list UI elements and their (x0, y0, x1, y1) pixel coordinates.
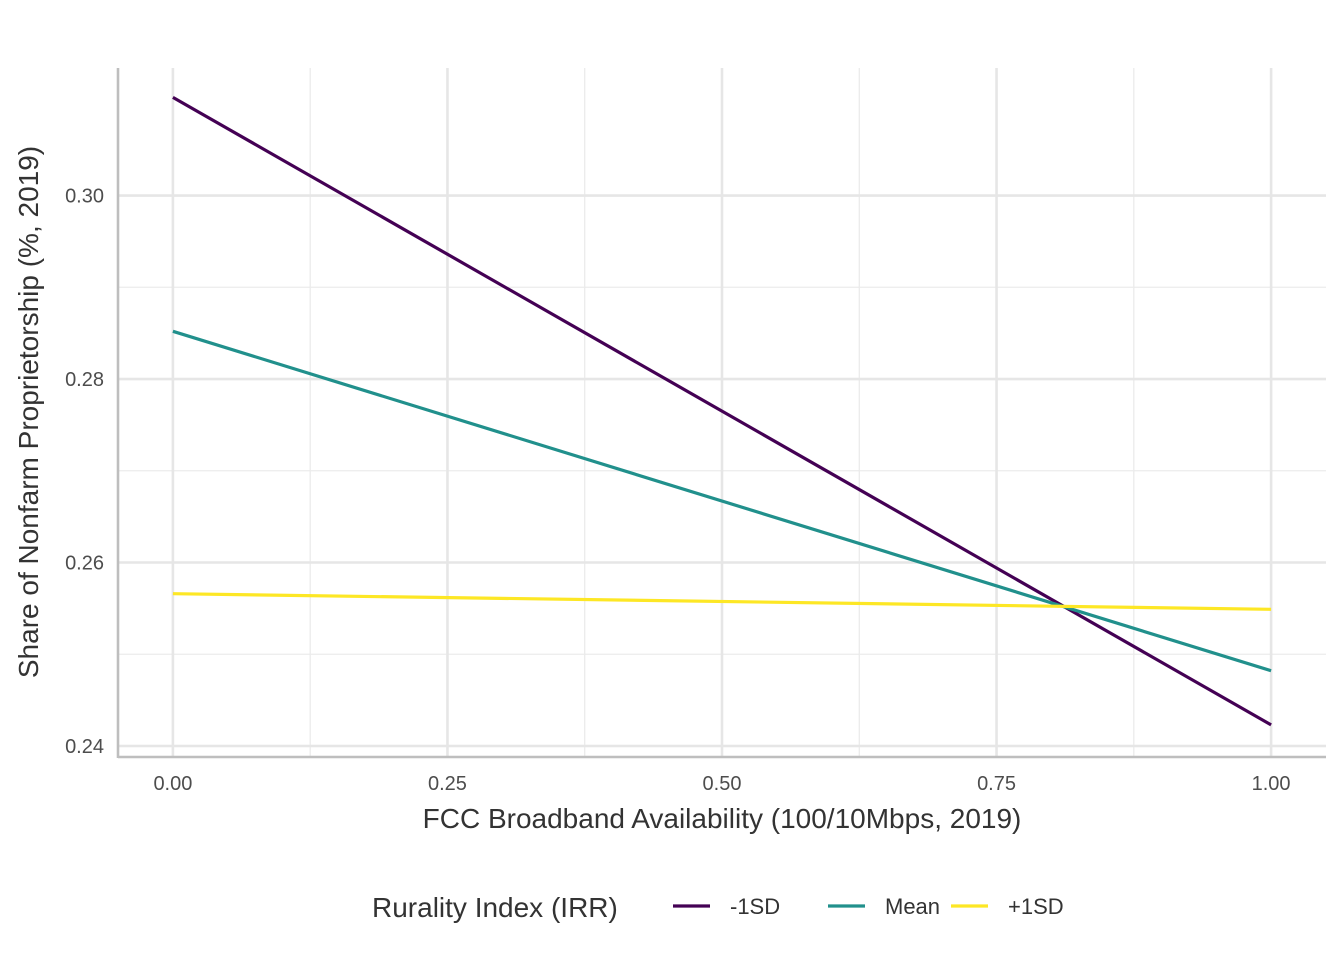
tick-labels: 0.00 0.25 0.50 0.75 1.00 0.24 0.26 0.28 0.30 (65, 186, 1290, 795)
legend-label: Mean (885, 894, 940, 919)
legend-title: Rurality Index (IRR) (372, 892, 618, 923)
series-line-1sd (172, 95, 1272, 727)
y-tick-label: 0.24 (65, 736, 104, 758)
y-tick-label: 0.28 (65, 369, 104, 391)
x-tick-label: 1.00 (1252, 773, 1291, 795)
x-axis-title: FCC Broadband Availability (100/10Mbps, … (423, 803, 1022, 834)
grid (118, 68, 1326, 757)
legend: Rurality Index (IRR) -1SD Mean +1SD (372, 892, 1064, 923)
x-tick-label: 0.00 (153, 773, 192, 795)
series-line-mean (172, 329, 1272, 673)
x-tick-label: 0.50 (703, 773, 742, 795)
legend-item: Mean (828, 894, 940, 919)
legend-label: +1SD (1008, 894, 1064, 919)
series-lines (172, 95, 1272, 727)
y-tick-label: 0.26 (65, 553, 104, 575)
axes (116, 68, 1326, 759)
legend-label: -1SD (730, 894, 780, 919)
y-tick-label: 0.30 (65, 186, 104, 208)
y-axis-title: Share of Nonfarm Proprietorship (%, 2019… (13, 146, 44, 678)
series-line-1sd (172, 592, 1272, 611)
x-tick-label: 0.25 (428, 773, 467, 795)
legend-item: +1SD (951, 894, 1064, 919)
legend-item: -1SD (673, 894, 780, 919)
x-tick-label: 0.75 (977, 773, 1016, 795)
